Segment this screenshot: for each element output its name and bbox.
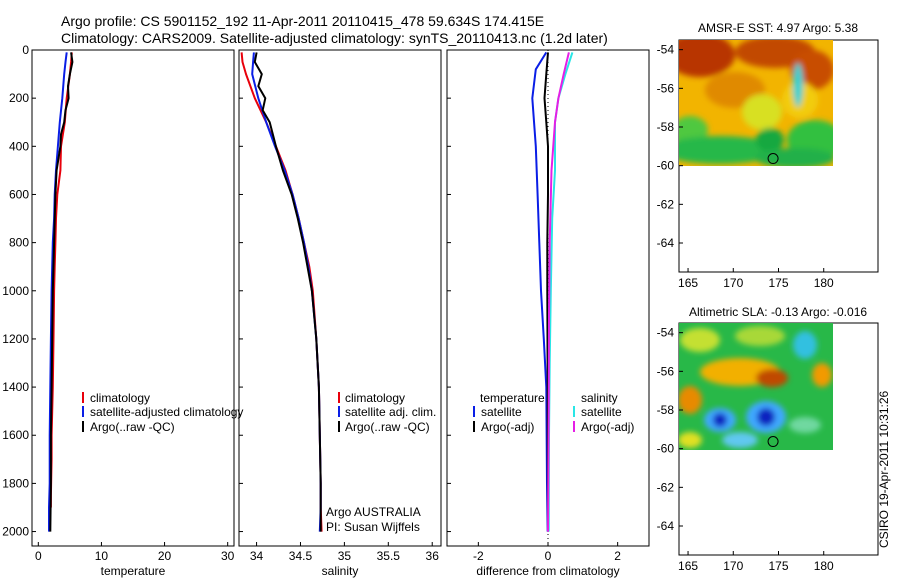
sal-legend-swatch-argo xyxy=(338,421,340,432)
diff-legend-swatch-temp-argo xyxy=(473,421,475,432)
diff-legend-swatch-sal-argo xyxy=(573,421,575,432)
sla-map-title: Altimetric SLA: -0.13 Argo: -0.016 xyxy=(689,305,867,319)
difference-profile-xtick-label: -2 xyxy=(473,549,484,563)
salinity-profile-xtick-label: 36 xyxy=(426,549,440,563)
temp-legend-swatch-argo xyxy=(82,421,84,432)
sst-map-title: AMSR-E SST: 4.97 Argo: 5.38 xyxy=(698,21,858,35)
altimetric-sla-map-ytick-label: -54 xyxy=(657,326,675,340)
sal-legend-swatch-satellite xyxy=(338,406,340,417)
altimetric-sla-map-ytick-label: -62 xyxy=(657,480,675,494)
depth-tick-label: 1200 xyxy=(2,332,29,346)
difference-profile-xtick-label: 2 xyxy=(614,549,621,563)
sal-legend-satellite: satellite adj. clim. xyxy=(345,405,436,419)
difference-profile-series-temperature-satellite xyxy=(531,51,549,532)
diff-legend-swatch-sal-satellite xyxy=(573,406,575,417)
profile-title: Argo profile: CS 5901152_192 11-Apr-2011… xyxy=(61,13,544,29)
sst-heatmap xyxy=(679,40,833,166)
amsr-e-sst-map-xtick-label: 170 xyxy=(723,276,743,290)
temperature-profile-xtick-label: 20 xyxy=(158,549,172,563)
diff-legend-temp-satellite: satellite xyxy=(481,405,522,419)
depth-tick-label: 1000 xyxy=(2,284,29,298)
altimetric-sla-map-xtick-label: 180 xyxy=(814,559,834,573)
sla-heatmap xyxy=(679,323,833,450)
salinity-profile-series-satellite-adj-clim- xyxy=(251,52,322,532)
sal-legend-argo: Argo(..raw -QC) xyxy=(345,420,430,434)
depth-tick-label: 1600 xyxy=(2,428,29,442)
altimetric-sla-map-argo-location-marker xyxy=(767,436,779,448)
difference-profile-series-salinity-satellite xyxy=(547,52,574,532)
amsr-e-sst-map-ytick-label: -58 xyxy=(657,120,675,134)
salinity-profile-series-argo-raw-qc- xyxy=(253,52,322,532)
salinity-profile-series-climatology xyxy=(240,52,323,532)
amsr-e-sst-map-xtick-label: 175 xyxy=(768,276,788,290)
temp-legend-swatch-satellite xyxy=(82,406,84,417)
argo-australia-note: Argo AUSTRALIA xyxy=(326,505,421,519)
altimetric-sla-map-ytick-label: -58 xyxy=(657,403,675,417)
salinity-profile-xtick-label: 35.5 xyxy=(377,549,401,563)
sal-legend-swatch-climatology xyxy=(338,392,340,403)
salinity-panel-frame xyxy=(238,49,442,547)
climatology-subtitle: Climatology: CARS2009. Satellite-adjuste… xyxy=(61,30,608,46)
altimetric-sla-map-xtick-label: 170 xyxy=(723,559,743,573)
difference-profile-series-salinity-argo-adj- xyxy=(547,52,570,532)
depth-tick-label: 600 xyxy=(9,187,29,201)
amsr-e-sst-map-argo-location-marker xyxy=(767,153,779,165)
amsr-e-sst-map-ytick-label: -62 xyxy=(657,197,675,211)
salinity-profile-xlabel: salinity xyxy=(322,564,359,578)
altimetric-sla-map-ytick-label: -56 xyxy=(657,364,675,378)
difference-profile-xlabel: difference from climatology xyxy=(476,564,619,578)
temperature-profile-series-argo-raw-qc- xyxy=(49,52,74,532)
temp-legend-swatch-climatology xyxy=(82,392,84,403)
csiro-credit: CSIRO 19-Apr-2011 10:31:26 xyxy=(877,390,891,548)
amsr-e-sst-map-ytick-label: -60 xyxy=(657,159,675,173)
depth-tick-label: 0 xyxy=(22,43,29,57)
salinity-profile-xtick-label: 34.5 xyxy=(289,549,313,563)
altimetric-sla-map-xtick-label: 165 xyxy=(678,559,698,573)
temp-legend-argo: Argo(..raw -QC) xyxy=(90,420,175,434)
temperature-panel-frame xyxy=(31,49,235,547)
amsr-e-sst-map-xtick-label: 180 xyxy=(814,276,834,290)
difference-profile-xtick-label: 0 xyxy=(545,549,552,563)
pi-note: PI: Susan Wijffels xyxy=(326,520,420,534)
diff-legend-salinity-title: salinity xyxy=(581,391,618,405)
temperature-profile-xtick-label: 30 xyxy=(221,549,235,563)
diff-legend-swatch-temp-satellite xyxy=(473,406,475,417)
amsr-e-sst-map-xtick-label: 165 xyxy=(678,276,698,290)
diff-legend-temp-argo: Argo(-adj) xyxy=(481,420,534,434)
depth-tick-label: 2000 xyxy=(2,525,29,539)
depth-tick-label: 1800 xyxy=(2,476,29,490)
depth-tick-label: 400 xyxy=(9,139,29,153)
altimetric-sla-map-xtick-label: 175 xyxy=(768,559,788,573)
depth-tick-label: 200 xyxy=(9,91,29,105)
temperature-profile-xtick-label: 10 xyxy=(95,549,109,563)
diff-legend-temperature-title: temperature xyxy=(480,391,545,405)
temp-legend-satellite: satellite-adjusted climatology xyxy=(90,405,243,419)
salinity-profile-xtick-label: 35 xyxy=(338,549,352,563)
temperature-profile-xlabel: temperature xyxy=(101,564,166,578)
temp-legend-climatology: climatology xyxy=(90,391,150,405)
temperature-profile-xtick-label: 0 xyxy=(35,549,42,563)
amsr-e-sst-map-ytick-label: -56 xyxy=(657,81,675,95)
sal-legend-climatology: climatology xyxy=(345,391,405,405)
amsr-e-sst-map-ytick-label: -54 xyxy=(657,43,675,57)
diff-legend-sal-argo: Argo(-adj) xyxy=(581,420,634,434)
diff-legend-sal-satellite: satellite xyxy=(581,405,622,419)
altimetric-sla-map-ytick-label: -60 xyxy=(657,442,675,456)
difference-profile-series-temperature-argo-adj- xyxy=(543,52,549,532)
amsr-e-sst-map-ytick-label: -64 xyxy=(657,236,675,250)
altimetric-sla-map-ytick-label: -64 xyxy=(657,519,675,533)
depth-tick-label: 800 xyxy=(9,236,29,250)
depth-tick-label: 1400 xyxy=(2,380,29,394)
salinity-profile-xtick-label: 34 xyxy=(250,549,264,563)
